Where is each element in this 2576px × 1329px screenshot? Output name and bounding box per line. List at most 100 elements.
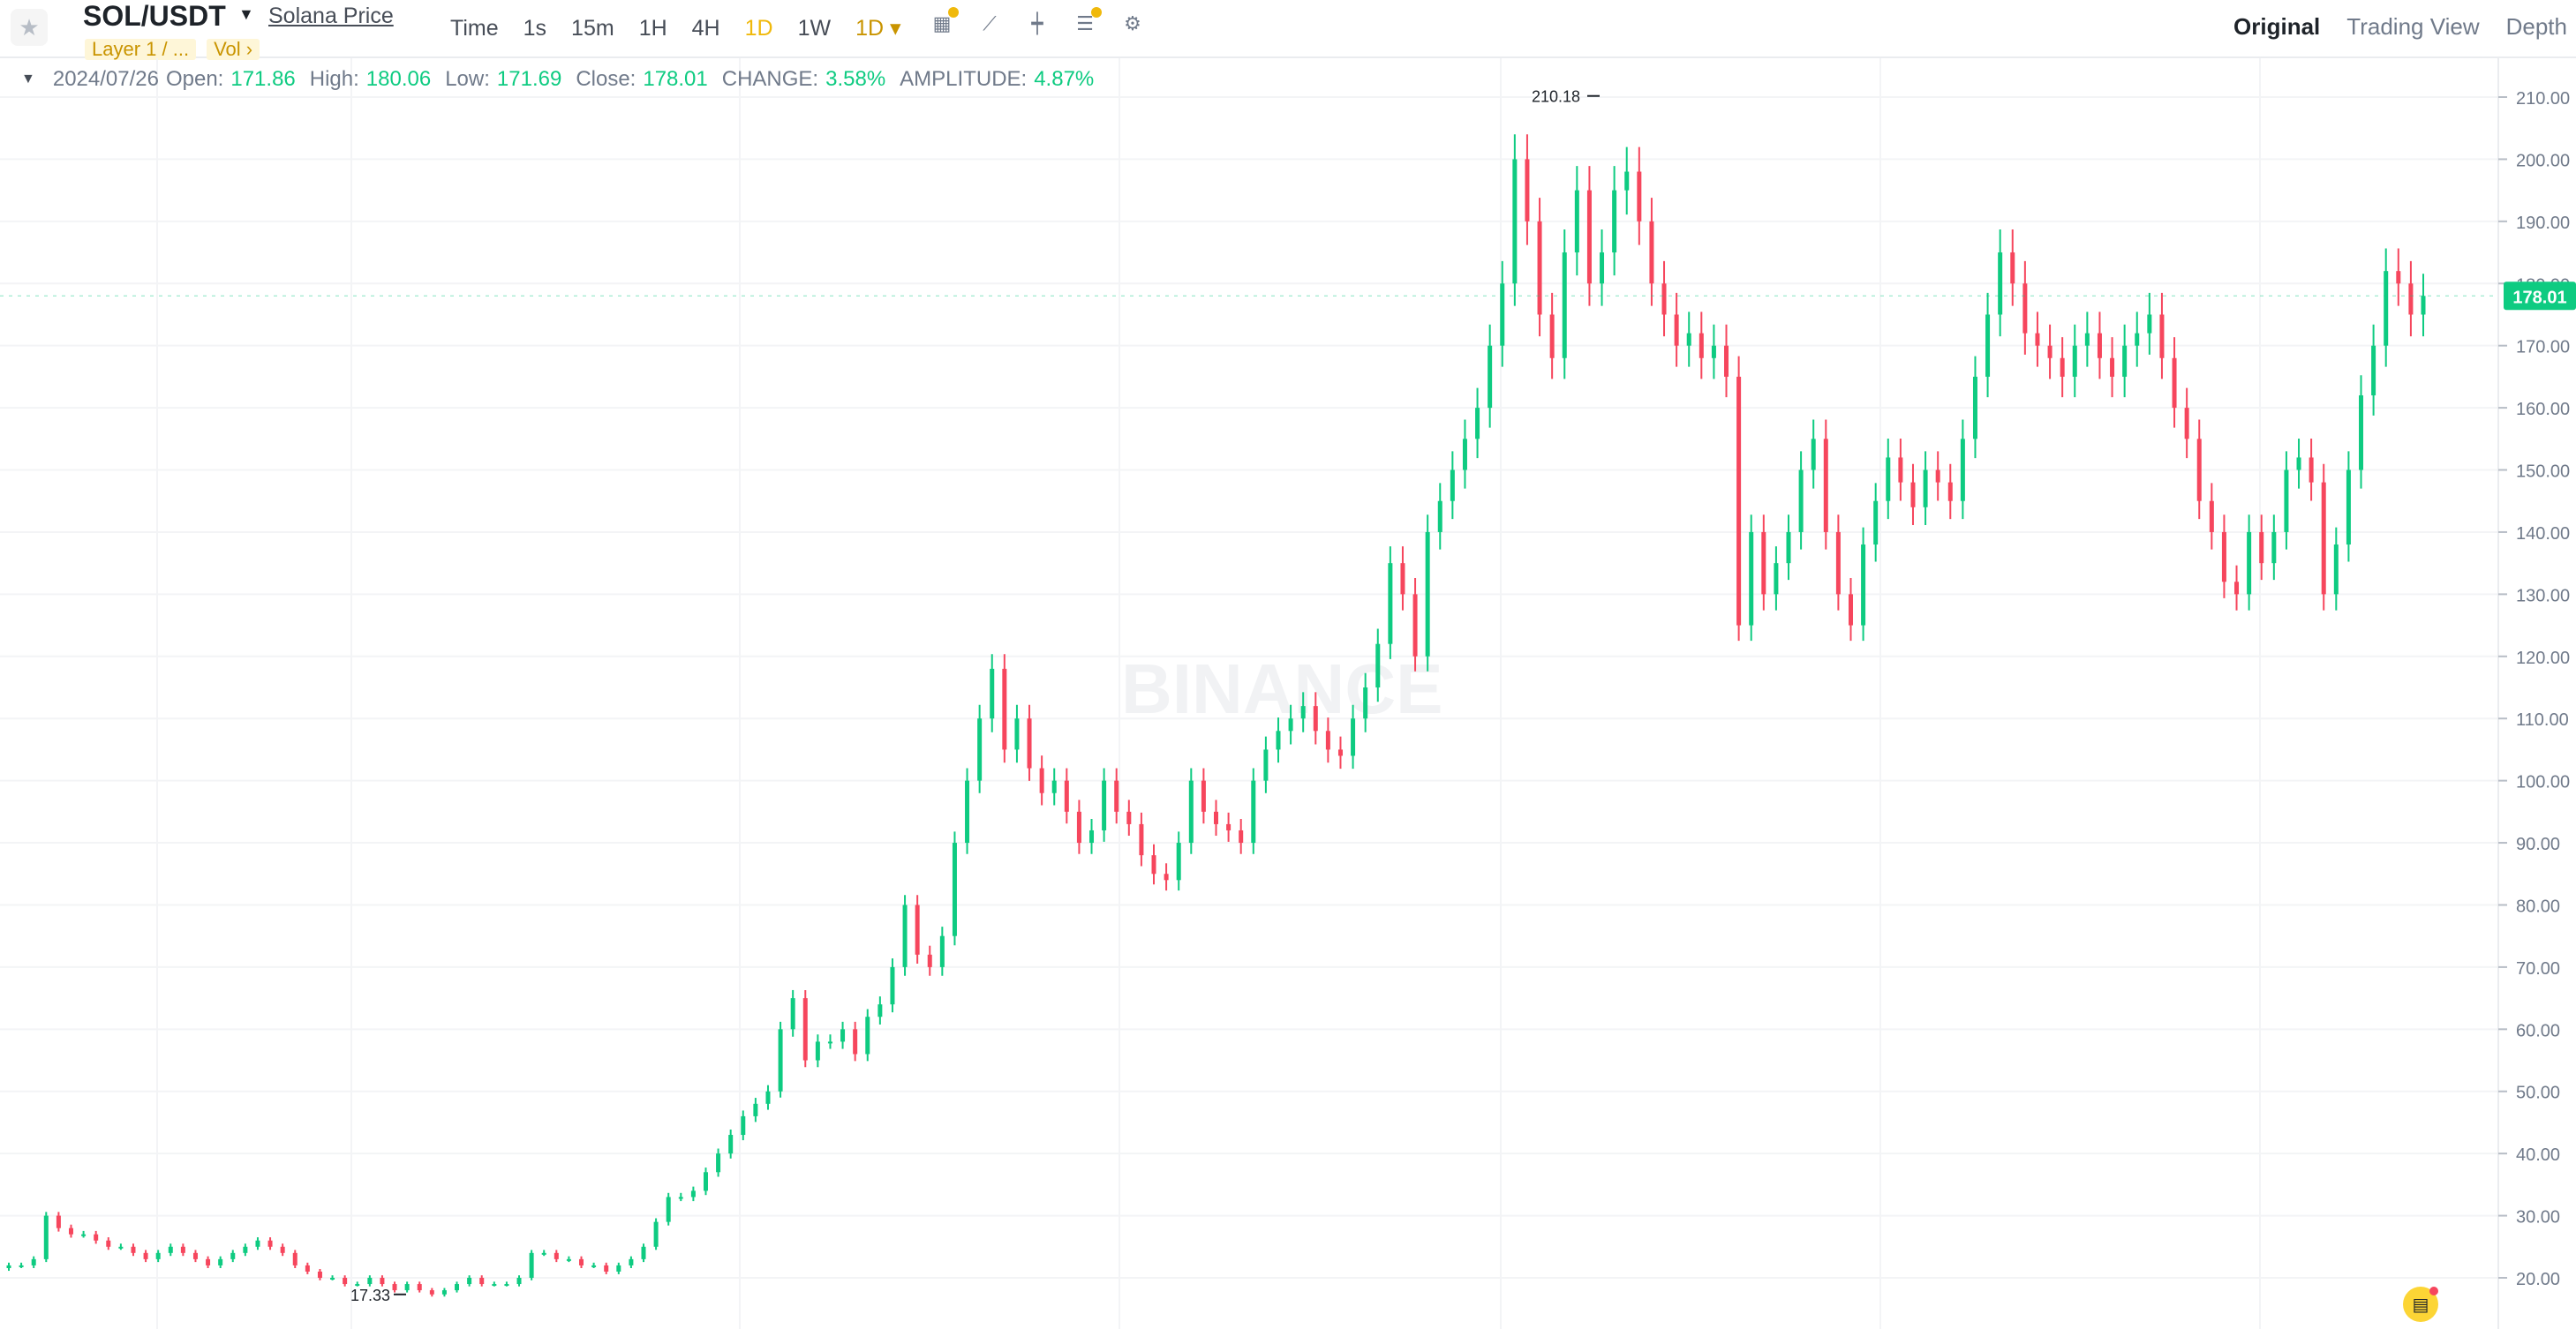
interval-4h[interactable]: 4H — [691, 16, 720, 41]
candle-body — [1600, 252, 1605, 284]
candle-body — [1412, 594, 1418, 657]
order-icon[interactable]: ▤ — [2403, 1287, 2438, 1322]
candle-body — [168, 1246, 173, 1253]
candle-body — [1574, 190, 1579, 253]
candlestick-chart[interactable]: 210.00200.00190.00180.00170.00160.00150.… — [0, 58, 2576, 1329]
y-tick-label: 160.00 — [2516, 400, 2570, 419]
pair-title[interactable]: SOL/USDT — [83, 0, 226, 32]
candle-body — [1288, 718, 1293, 732]
candle-body — [1425, 531, 1430, 657]
candle-body — [31, 1258, 36, 1265]
candle-body — [1076, 811, 1081, 844]
candle-body — [206, 1258, 211, 1265]
candle-body — [2122, 345, 2128, 377]
gear-icon[interactable]: ⚙ — [1124, 12, 1141, 34]
candle-body — [292, 1252, 298, 1265]
candle-body — [690, 1190, 696, 1198]
candle-body — [977, 718, 983, 781]
y-tick-label: 170.00 — [2516, 338, 2570, 357]
candle-body — [106, 1240, 111, 1247]
candle-body — [1873, 500, 1879, 545]
y-tick-label: 210.00 — [2516, 89, 2570, 109]
candle-body — [2196, 439, 2202, 501]
price-page-link[interactable]: Solana Price — [268, 4, 394, 28]
interval-1w[interactable]: 1W — [797, 16, 832, 41]
info-low-label: Low: — [445, 67, 490, 91]
candle-body — [1313, 706, 1318, 732]
candle-body — [6, 1265, 11, 1269]
candle-body — [2371, 345, 2376, 396]
candle-body — [1325, 731, 1330, 750]
interval-15m[interactable]: 15m — [571, 16, 614, 41]
candle-body — [1898, 457, 1903, 483]
toolbar-icons: ▦ ⟋ ┿ ☰ ⚙ — [930, 7, 1144, 35]
candle-body — [2221, 531, 2226, 582]
candle-body — [1674, 314, 1679, 346]
info-open: 171.86 — [230, 67, 296, 91]
candle-body — [1276, 731, 1281, 750]
candle-body — [716, 1153, 721, 1173]
candle-body — [1450, 469, 1455, 501]
candle-body — [367, 1278, 373, 1285]
candle-body — [1724, 345, 1729, 377]
candle-body — [1002, 668, 1007, 750]
caret-down-icon[interactable]: ▼ — [21, 71, 35, 86]
candle-body — [629, 1258, 634, 1265]
candle-body — [591, 1265, 597, 1267]
candle-body — [927, 954, 932, 967]
tag-list: Layer 1 / ... Vol › — [85, 39, 260, 60]
candle-body — [417, 1284, 422, 1291]
star-icon[interactable]: ★ — [11, 9, 48, 46]
candle-body — [2060, 357, 2065, 377]
interval-time[interactable]: Time — [450, 16, 499, 41]
candle-body — [2147, 314, 2152, 334]
interval-1d[interactable]: 1D — [744, 16, 773, 41]
current-price-label: 178.01 — [2512, 288, 2566, 307]
calendar-icon[interactable]: ▦ — [930, 7, 959, 35]
candle-body — [19, 1265, 24, 1267]
y-tick-label: 150.00 — [2516, 462, 2570, 482]
candle-body — [504, 1284, 509, 1287]
candle-body — [2284, 469, 2289, 532]
candle-body — [1935, 469, 1940, 483]
tab-trading-view[interactable]: Trading View — [2346, 13, 2480, 40]
top-bar: ★ SOL/USDT ▼ Solana Price Layer 1 / ... … — [0, 0, 2576, 60]
tag-layer1[interactable]: Layer 1 / ... — [85, 39, 197, 60]
candle-body — [1848, 594, 1853, 626]
candle-body — [753, 1103, 758, 1116]
candle-body — [1786, 531, 1791, 564]
candle-body — [441, 1290, 447, 1295]
candle-body — [604, 1265, 609, 1272]
candle-body — [1400, 563, 1405, 595]
candle-body — [2110, 357, 2115, 377]
candle-body — [1711, 345, 1716, 358]
indicator-icon[interactable]: ☰ — [1073, 7, 1102, 35]
candle-body — [1537, 221, 1542, 315]
candle-body — [1214, 811, 1218, 824]
line-chart-icon[interactable]: ⟋ — [983, 12, 997, 34]
interval-1h[interactable]: 1H — [638, 16, 667, 41]
candle-body — [1462, 439, 1467, 470]
caret-down-icon[interactable]: ▼ — [238, 5, 254, 23]
candle-body — [1226, 823, 1232, 830]
interval-dropdown[interactable]: 1D ▾ — [855, 16, 901, 41]
candle-body — [965, 780, 970, 844]
candle-body — [192, 1252, 198, 1259]
candle-body — [1351, 718, 1356, 756]
candle-body — [143, 1252, 148, 1259]
candle-body — [1251, 780, 1256, 844]
tab-depth[interactable]: Depth — [2505, 13, 2567, 40]
view-tabs: Original Trading View Depth — [2233, 11, 2567, 42]
interval-1s[interactable]: 1s — [523, 16, 547, 41]
candle-body — [2209, 500, 2214, 532]
tab-original[interactable]: Original — [2233, 13, 2321, 40]
tag-vol[interactable]: Vol › — [207, 39, 260, 60]
candle-icon[interactable]: ┿ — [1031, 12, 1043, 34]
info-date: 2024/07/26 — [52, 67, 159, 91]
candle-body — [1475, 408, 1480, 439]
info-amplitude-label: AMPLITUDE: — [900, 67, 1028, 91]
candle-body — [1300, 706, 1306, 719]
candle-body — [317, 1271, 322, 1278]
candle-body — [1151, 855, 1156, 875]
candle-body — [790, 998, 795, 1030]
